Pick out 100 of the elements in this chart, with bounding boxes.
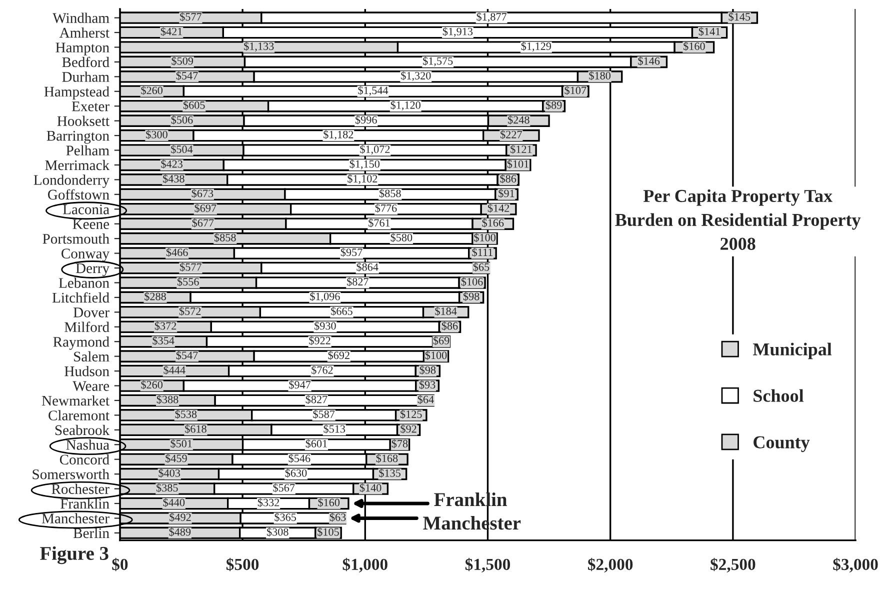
- data-label: $69: [433, 336, 450, 346]
- data-label: $1,913: [442, 27, 473, 37]
- legend-label: Municipal: [752, 342, 832, 360]
- y-tick-label: Keene: [72, 219, 110, 230]
- data-label: $111: [472, 248, 492, 257]
- data-label: $63: [330, 512, 346, 522]
- caption: Figure 3: [40, 546, 108, 564]
- data-label: $184: [435, 306, 457, 316]
- data-label: $459: [166, 454, 187, 463]
- y-tick-label: Londonderry: [34, 174, 110, 188]
- data-label: $1,877: [476, 12, 507, 22]
- data-label: $385: [156, 483, 178, 492]
- data-label: $403: [158, 468, 180, 478]
- data-label: $1,320: [401, 71, 431, 82]
- data-label: $142: [488, 204, 510, 213]
- data-label: $438: [163, 174, 184, 184]
- data-label: $145: [728, 12, 750, 22]
- data-label: $665: [331, 306, 352, 316]
- x-tick-label: $1,000: [342, 558, 388, 572]
- y-tick-label: Conway: [62, 248, 110, 262]
- data-label: $1,120: [390, 100, 420, 110]
- data-label: $538: [175, 410, 197, 419]
- data-label: $101: [507, 160, 528, 168]
- data-label: $92: [400, 424, 416, 434]
- data-label: $100: [474, 233, 496, 242]
- y-tick-label: Berlin: [74, 528, 110, 538]
- data-label: $1,182: [324, 130, 354, 140]
- data-label: $547: [176, 350, 198, 360]
- data-label: $91: [498, 189, 514, 198]
- data-label: $577: [180, 12, 202, 22]
- data-label: $930: [314, 321, 336, 330]
- data-label: $89: [546, 100, 562, 110]
- data-label: $858: [214, 233, 236, 242]
- y-tick-label: Franklin: [60, 498, 110, 509]
- data-label: $372: [154, 321, 176, 330]
- data-label: $577: [180, 262, 202, 272]
- y-tick-label: Merrimack: [45, 160, 110, 170]
- x-tick-label: $2,000: [588, 558, 633, 572]
- x-tick-label: $1,500: [465, 558, 510, 572]
- data-label: $864: [356, 262, 378, 272]
- data-label: $135: [379, 468, 400, 478]
- legend-label: County: [754, 436, 810, 452]
- data-label: $957: [340, 248, 362, 257]
- y-tick-label: Claremont: [48, 410, 110, 420]
- x-tick-label: $500: [226, 558, 259, 572]
- data-label: $332: [258, 498, 280, 508]
- data-label: $504: [171, 144, 193, 154]
- y-tick-label: Lebanon: [58, 278, 110, 288]
- data-label: $365: [274, 512, 296, 522]
- y-tick-label: Litchfield: [52, 292, 110, 303]
- data-label: $506: [171, 115, 193, 124]
- y-tick-label: Nashua: [66, 440, 110, 450]
- data-label: $947: [289, 380, 311, 390]
- data-label: $513: [324, 424, 346, 434]
- y-tick-label: Bedford: [62, 56, 110, 68]
- data-label: $308: [266, 528, 288, 536]
- y-tick-label: Rochester: [52, 484, 110, 494]
- data-label: $546: [288, 454, 310, 463]
- data-label: $98: [420, 366, 436, 375]
- data-label: $1,133: [244, 42, 274, 52]
- y-tick-label: Salem: [74, 351, 110, 362]
- y-tick-label: Hampstead: [44, 86, 110, 100]
- data-label: $572: [179, 306, 201, 316]
- data-label: $1,072: [360, 144, 390, 155]
- data-label: $827: [347, 277, 368, 286]
- y-tick-label: Laconia: [62, 204, 110, 214]
- data-label: $673: [192, 189, 214, 198]
- data-label: $93: [419, 380, 436, 390]
- data-label: $1,102: [348, 174, 378, 184]
- data-label: $288: [144, 292, 166, 301]
- data-label: $86: [442, 321, 458, 330]
- data-label: $78: [392, 439, 408, 448]
- data-label: $421: [160, 27, 182, 36]
- data-label: $227: [500, 130, 522, 140]
- data-label: $166: [482, 218, 504, 228]
- data-label: $1,575: [423, 56, 453, 66]
- data-label: $762: [312, 366, 333, 375]
- y-tick-label: Somersworth: [32, 468, 110, 480]
- data-label: $146: [638, 56, 660, 66]
- data-label: $466: [166, 248, 188, 257]
- y-tick-label: Portsmouth: [42, 234, 110, 244]
- legend-label: School: [754, 389, 804, 402]
- data-label: $601: [306, 439, 327, 448]
- data-label: $1,544: [358, 86, 388, 96]
- data-label: $547: [176, 71, 198, 80]
- y-tick-label: Amherst: [59, 27, 110, 38]
- y-tick-label: Durham: [62, 72, 110, 82]
- data-label: $761: [368, 218, 390, 228]
- data-label: $354: [152, 336, 174, 346]
- data-label: $160: [318, 498, 340, 508]
- data-label: $1,150: [350, 160, 380, 170]
- data-label: $260: [141, 380, 163, 390]
- y-tick-label: Windham: [52, 12, 110, 24]
- y-tick-label: Concord: [60, 454, 110, 465]
- data-label: $618: [185, 424, 206, 434]
- data-label: $140: [360, 483, 382, 492]
- x-tick-label: $3,000: [833, 558, 878, 572]
- y-tick-label: Dover: [74, 308, 110, 318]
- data-label: $100: [425, 350, 447, 360]
- y-tick-label: Goffstown: [48, 189, 110, 200]
